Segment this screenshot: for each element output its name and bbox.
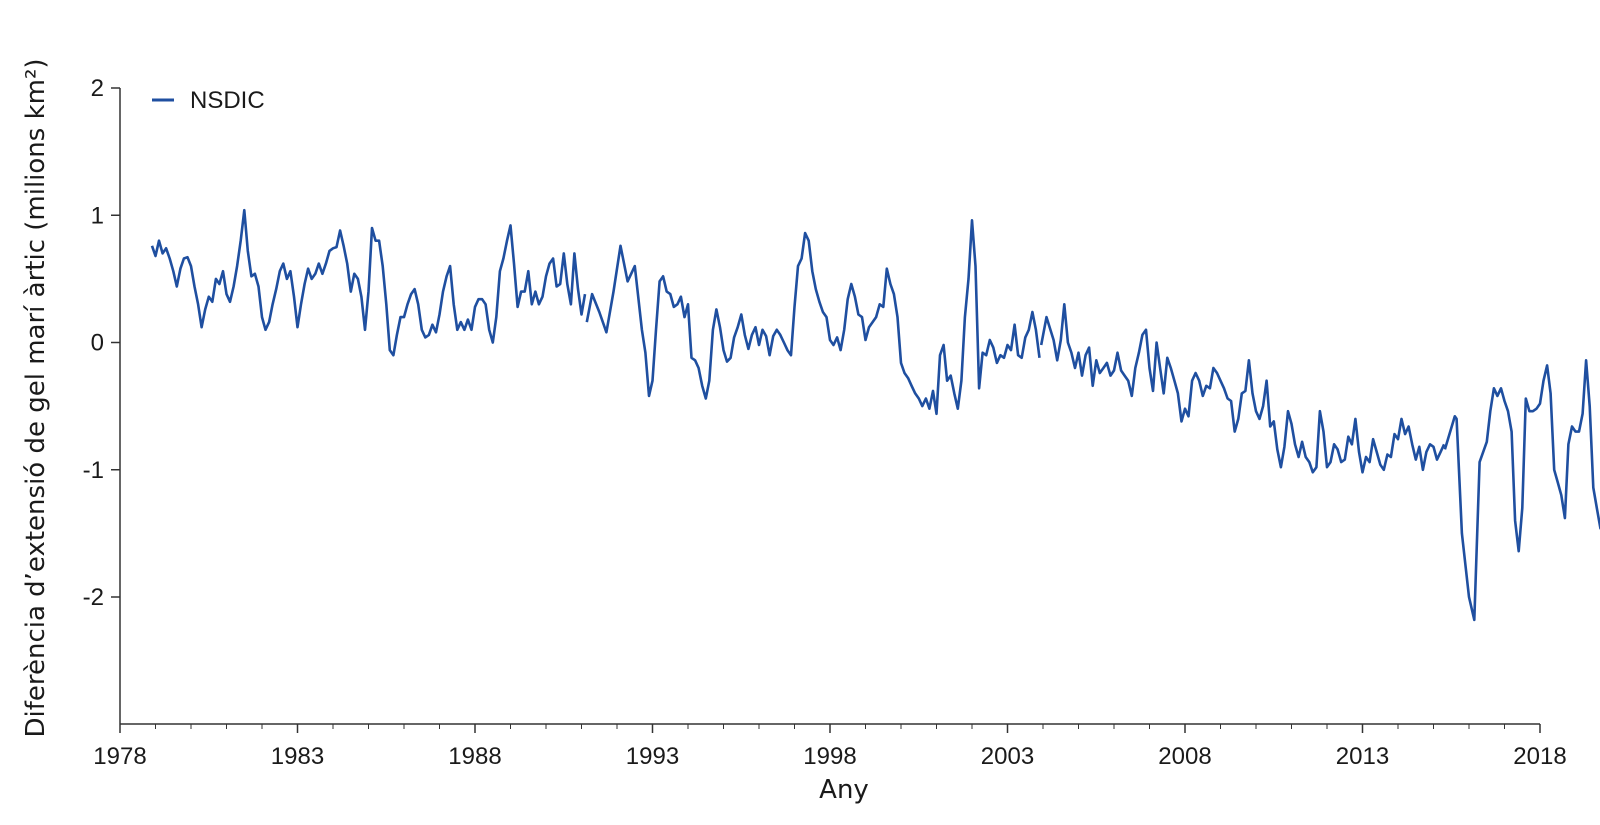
y-tick-label: -2 — [83, 584, 104, 611]
x-tick-label: 1988 — [448, 743, 501, 770]
y-tick-label: 0 — [91, 330, 104, 357]
x-tick-label: 1998 — [803, 743, 856, 770]
y-tick-label: 1 — [91, 202, 104, 229]
series-line-nsdic — [585, 219, 1041, 416]
x-tick-label: 1983 — [271, 743, 324, 770]
series-line-nsdic — [150, 208, 587, 357]
x-tick-label: 2013 — [1336, 743, 1389, 770]
x-tick-label: 2008 — [1158, 743, 1211, 770]
x-tick-label: 1993 — [626, 743, 679, 770]
series-line-nsdic — [1039, 303, 1446, 474]
y-axis-title: Diferència d’extensió de gel marí àrtic … — [21, 58, 51, 737]
legend-label-nsdic: NSDIC — [190, 87, 265, 114]
x-axis-title: Any — [819, 775, 869, 805]
x-tick-label: 2003 — [981, 743, 1034, 770]
series-layer — [150, 208, 1600, 622]
y-tick-label: 2 — [91, 75, 104, 102]
series-line-nsdic — [1443, 359, 1600, 622]
ticks: 1978 1983 1988 1993 1998 2003 2008 2013 2018 2 1 0 -… — [83, 75, 1567, 770]
y-tick-label: -1 — [83, 457, 104, 484]
axes — [119, 88, 1540, 725]
x-tick-label: 2018 — [1513, 743, 1566, 770]
legend: NSDIC — [152, 87, 265, 114]
x-tick-label: 1978 — [93, 743, 146, 770]
